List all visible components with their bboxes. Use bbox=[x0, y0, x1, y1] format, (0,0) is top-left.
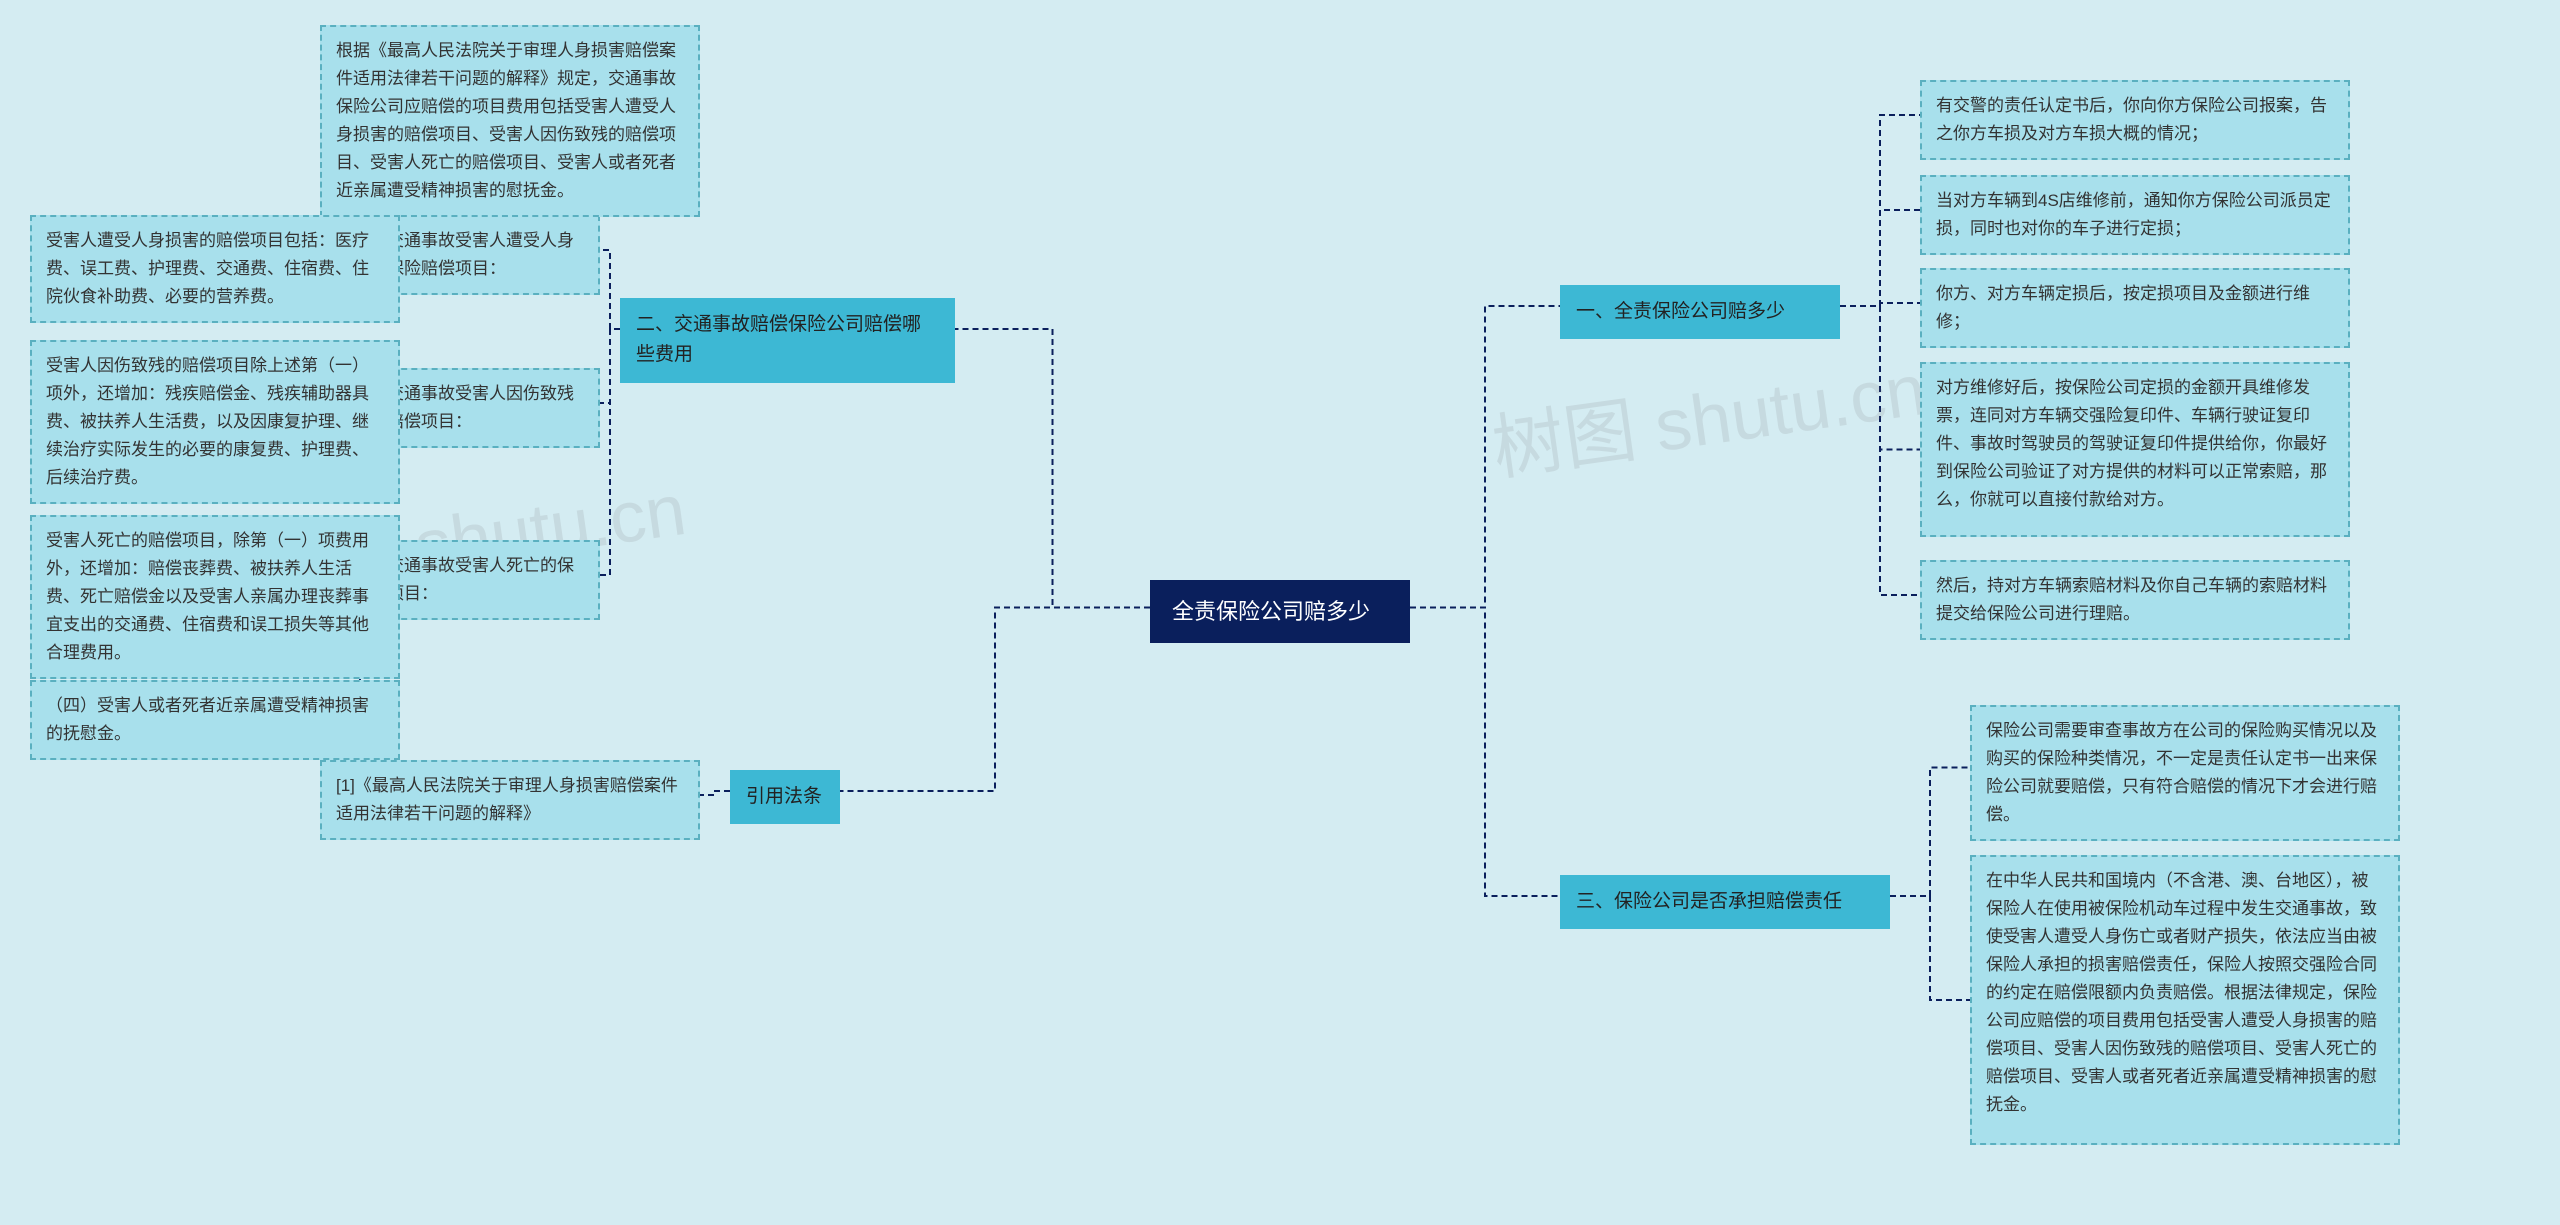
left-grand-0-0-1: 受害人遭受人身损害的赔偿项目包括：医疗费、误工费、护理费、交通费、住宿费、住院伙… bbox=[30, 215, 400, 323]
center-node: 全责保险公司赔多少 bbox=[1150, 580, 1410, 643]
right-branch-1: 三、保险公司是否承担赔偿责任 bbox=[1560, 875, 1890, 929]
right-leaf-0-4: 然后，持对方车辆索赔材料及你自己车辆的索赔材料提交给保险公司进行理赔。 bbox=[1920, 560, 2350, 640]
left-grand-0-2-0: 受害人死亡的赔偿项目，除第（一）项费用外，还增加：赔偿丧葬费、被扶养人生活费、死… bbox=[30, 515, 400, 679]
right-leaf-0-0: 有交警的责任认定书后，你向你方保险公司报案，告之你方车损及对方车损大概的情况； bbox=[1920, 80, 2350, 160]
right-leaf-0-1: 当对方车辆到4S店维修前，通知你方保险公司派员定损，同时也对你的车子进行定损； bbox=[1920, 175, 2350, 255]
left-grand-0-0-0: 根据《最高人民法院关于审理人身损害赔偿案件适用法律若干问题的解释》规定，交通事故… bbox=[320, 25, 700, 217]
left-branch-1: 引用法条 bbox=[730, 770, 840, 824]
right-leaf-1-1: 在中华人民共和国境内（不含港、澳、台地区），被保险人在使用被保险机动车过程中发生… bbox=[1970, 855, 2400, 1145]
right-leaf-0-2: 你方、对方车辆定损后，按定损项目及金额进行维修； bbox=[1920, 268, 2350, 348]
left-branch-0: 二、交通事故赔偿保险公司赔偿哪些费用 bbox=[620, 298, 955, 383]
left-grand-0-1-0: 受害人因伤致残的赔偿项目除上述第（一）项外，还增加：残疾赔偿金、残疾辅助器具费、… bbox=[30, 340, 400, 504]
right-leaf-0-3: 对方维修好后，按保险公司定损的金额开具维修发票，连同对方车辆交强险复印件、车辆行… bbox=[1920, 362, 2350, 537]
left-leaf-1-0: [1]《最高人民法院关于审理人身损害赔偿案件适用法律若干问题的解释》 bbox=[320, 760, 700, 840]
right-leaf-1-0: 保险公司需要审查事故方在公司的保险购买情况以及购买的保险种类情况，不一定是责任认… bbox=[1970, 705, 2400, 841]
left-grand-0-2-1: （四）受害人或者死者近亲属遭受精神损害的抚慰金。 bbox=[30, 680, 400, 760]
watermark: 树图 shutu.cn bbox=[1485, 330, 1932, 495]
right-branch-0: 一、全责保险公司赔多少 bbox=[1560, 285, 1840, 339]
